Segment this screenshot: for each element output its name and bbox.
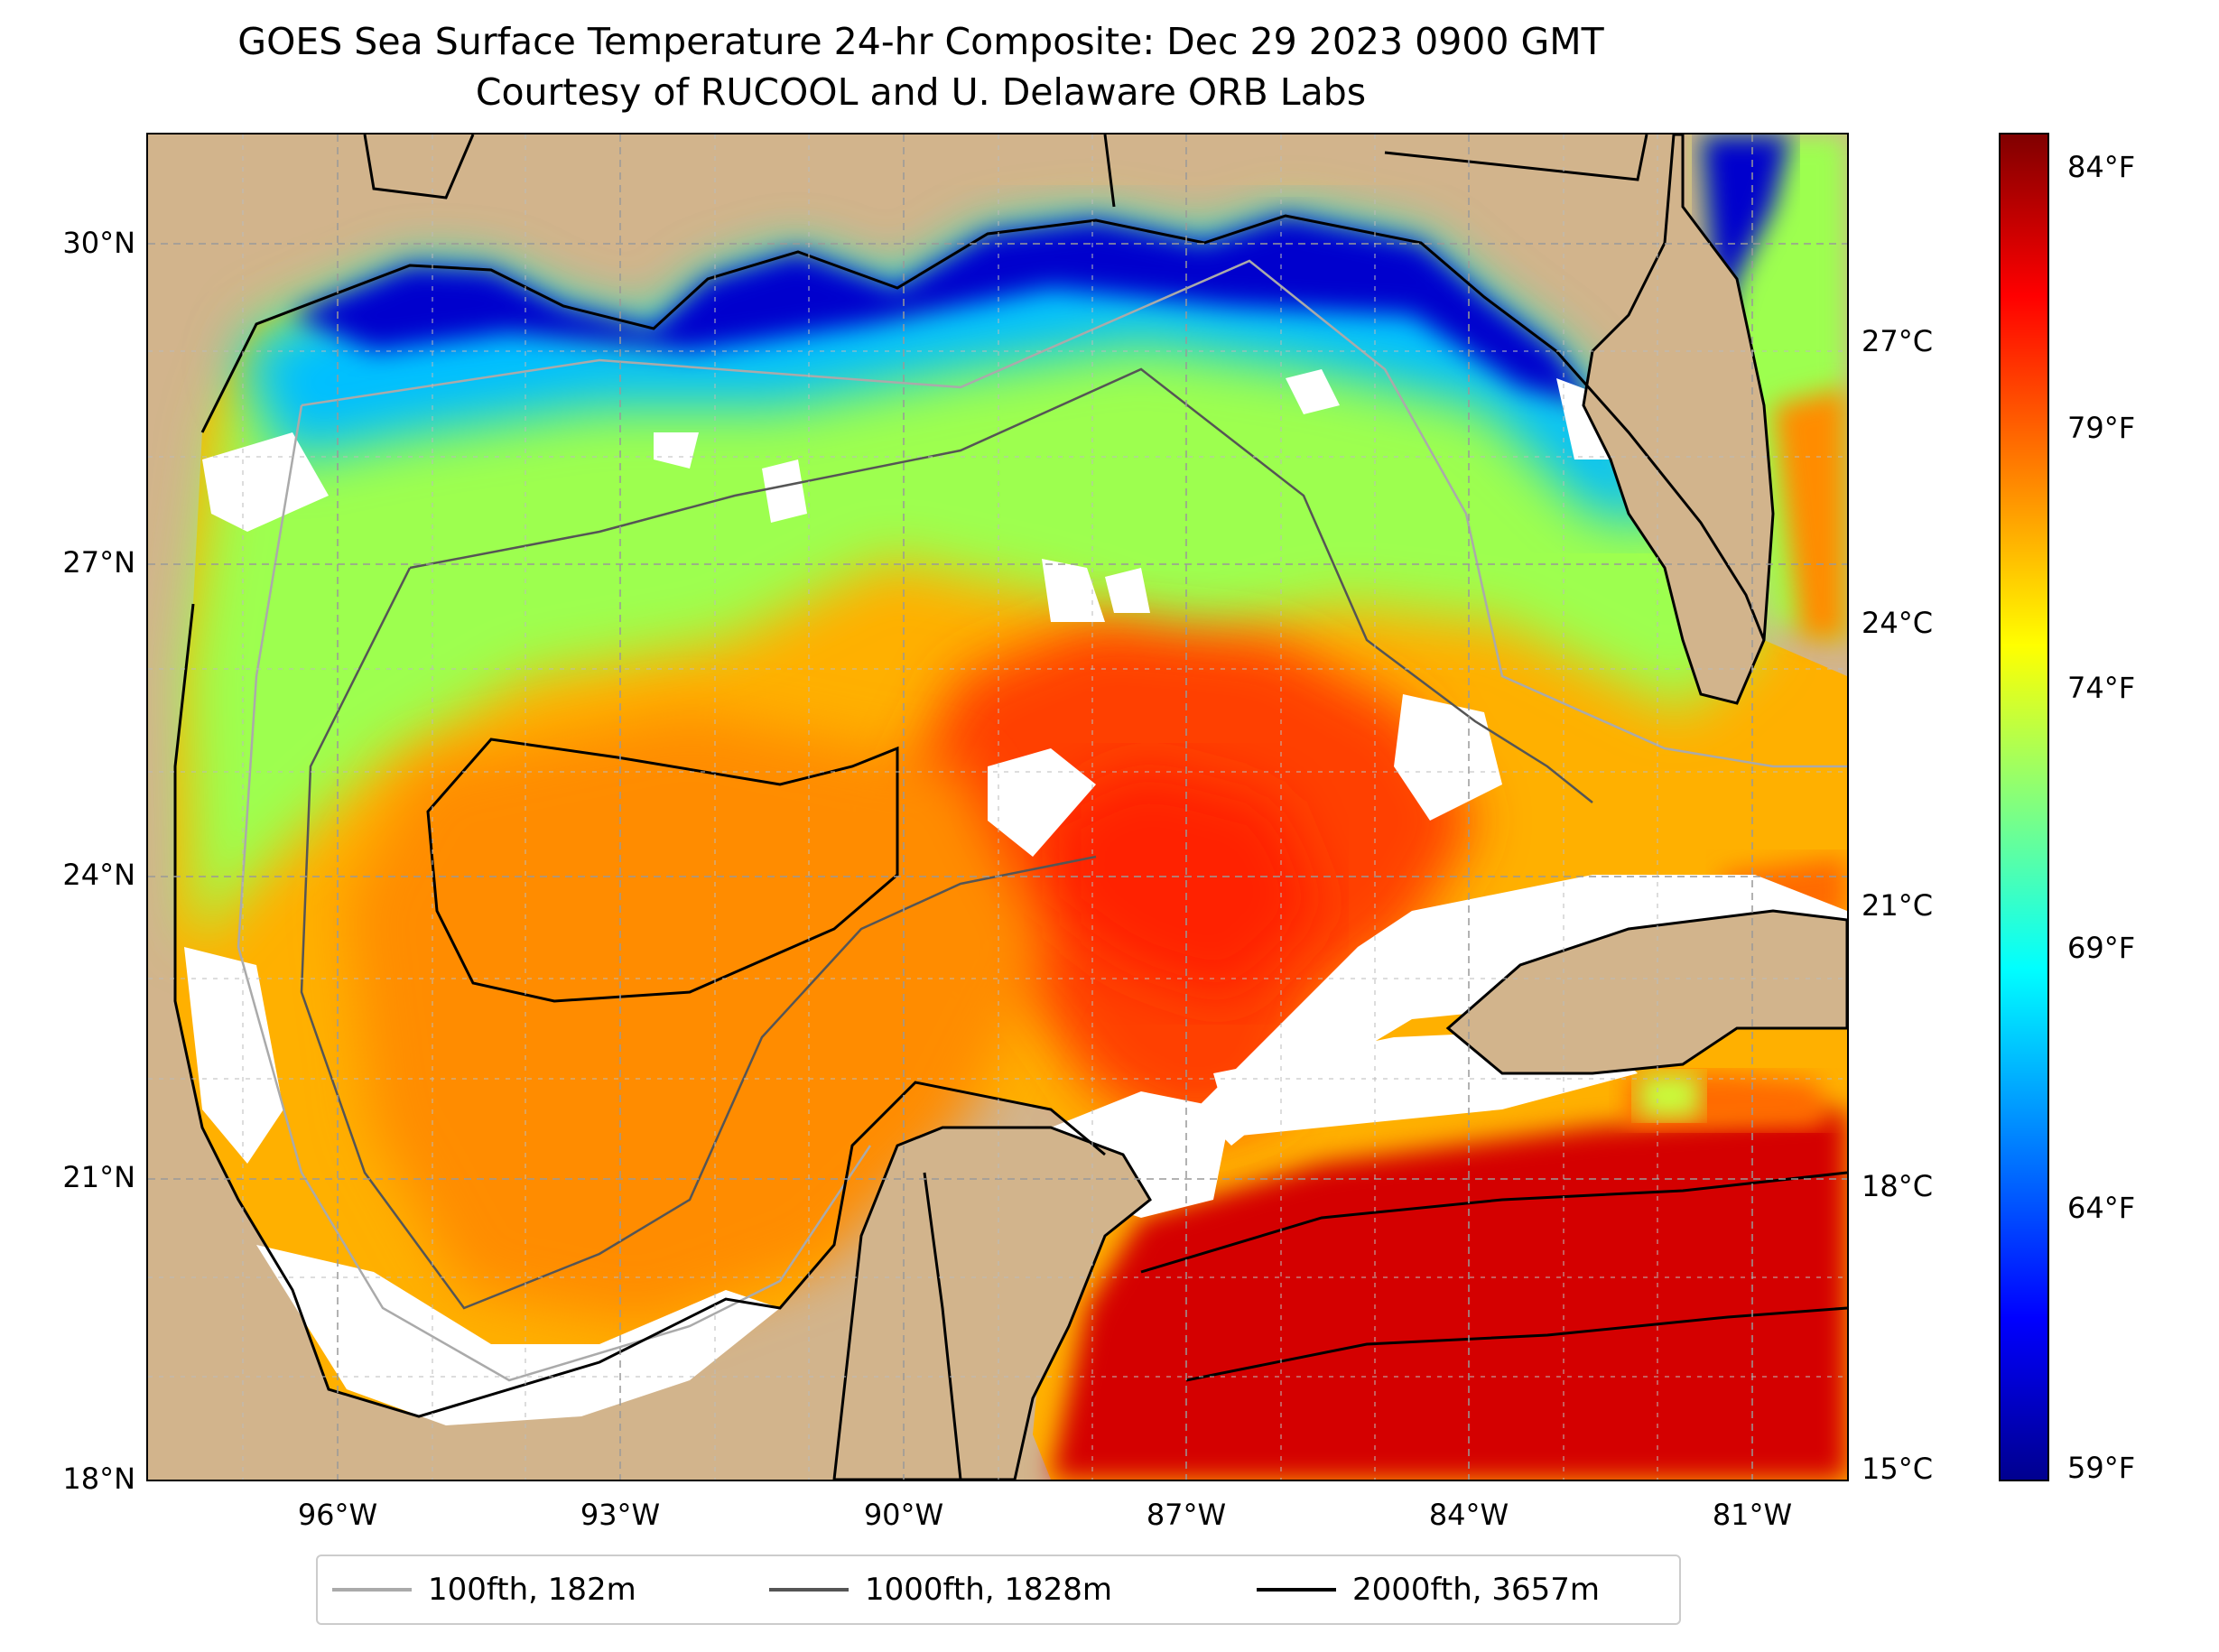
legend-label: 100fth, 182m (428, 1572, 636, 1608)
fahrenheit-tick-label: 79°F (2067, 411, 2136, 445)
legend-item-1000fth: 1000fth, 1828m (769, 1556, 1112, 1623)
legend-item-100fth: 100fth, 182m (332, 1556, 636, 1623)
contour-2000fth (1140, 1171, 1847, 1274)
celsius-tick-label: 24°C (1862, 606, 1934, 640)
fahrenheit-tick-label: 74°F (2067, 671, 2136, 705)
bathymetry-legend: 100fth, 182m 1000fth, 1828m 2000fth, 365… (316, 1555, 1681, 1625)
lon-tick-label: 96°W (297, 1498, 378, 1532)
legend-swatch (1257, 1588, 1336, 1592)
celsius-tick-label: 15°C (1862, 1452, 1934, 1486)
celsius-tick-label: 21°C (1862, 888, 1934, 923)
fahrenheit-tick-label: 84°F (2067, 150, 2136, 184)
sst-map-canvas (148, 135, 1847, 1480)
contour-1000fth (300, 567, 1097, 1310)
legend-label: 1000fth, 1828m (865, 1572, 1113, 1608)
bathymetry-contours (237, 259, 1847, 1382)
celsius-tick-label: 27°C (1862, 324, 1934, 358)
fahrenheit-tick-label: 64°F (2067, 1191, 2136, 1225)
lon-tick-label: 87°W (1146, 1498, 1227, 1532)
map-subtitle: Courtesy of RUCOOL and U. Delaware ORB L… (475, 70, 1367, 114)
lon-tick-label: 81°W (1712, 1498, 1793, 1532)
fahrenheit-tick-label: 59°F (2067, 1451, 2136, 1485)
legend-swatch (769, 1588, 849, 1592)
contour-100fth (301, 259, 1847, 768)
map-title: GOES Sea Surface Temperature 24-hr Compo… (237, 20, 1604, 63)
legend-item-2000fth: 2000fth, 3657m (1257, 1556, 1600, 1623)
legend-swatch (332, 1588, 412, 1592)
lon-tick-label: 90°W (863, 1498, 944, 1532)
contour-2000fth (426, 738, 899, 1003)
lon-tick-label: 84°W (1428, 1498, 1509, 1532)
lon-tick-label: 93°W (580, 1498, 661, 1532)
lat-tick-label: 18°N (62, 1462, 135, 1496)
sst-map (146, 133, 1849, 1481)
contour-2000fth (1185, 1306, 1847, 1382)
contour-100fth (237, 404, 872, 1382)
lat-tick-label: 27°N (62, 545, 135, 580)
fahrenheit-tick-label: 69°F (2067, 931, 2136, 965)
lat-tick-label: 21°N (62, 1160, 135, 1194)
temperature-colorbar (1999, 133, 2049, 1481)
lat-tick-label: 30°N (62, 226, 135, 260)
legend-label: 2000fth, 3657m (1352, 1572, 1601, 1608)
contour-1000fth (409, 367, 1593, 803)
gulf-water (175, 135, 1847, 1480)
graticule-minor (148, 135, 1847, 1480)
lat-tick-label: 24°N (62, 858, 135, 892)
celsius-tick-label: 18°C (1862, 1169, 1934, 1203)
